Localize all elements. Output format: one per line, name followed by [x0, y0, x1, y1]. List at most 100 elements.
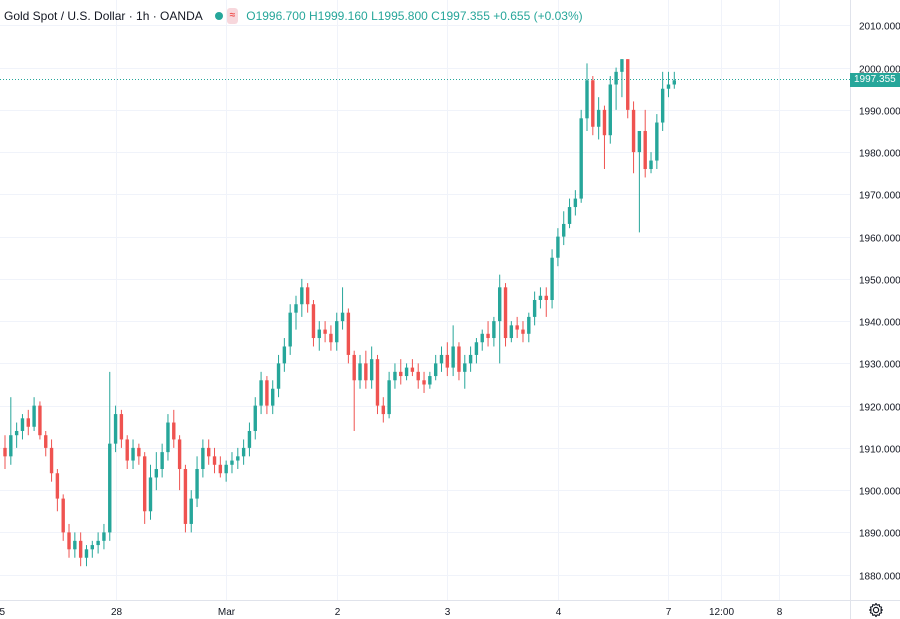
- candle-body: [352, 354, 356, 381]
- candle: [649, 152, 653, 174]
- price-tick-label: 1890.000: [859, 529, 900, 540]
- candle-body: [276, 363, 281, 389]
- candle-body: [416, 371, 420, 381]
- candle: [55, 469, 60, 512]
- candle: [521, 321, 525, 343]
- candle-body: [61, 498, 65, 533]
- candle: [486, 321, 490, 347]
- candle: [102, 523, 106, 550]
- candle-body: [230, 460, 234, 465]
- candle: [626, 59, 630, 119]
- candle-body: [137, 447, 141, 457]
- candle: [445, 342, 450, 377]
- open-key: O: [246, 9, 256, 23]
- candle: [498, 274, 502, 364]
- candle-body: [311, 304, 316, 339]
- candle-body: [515, 325, 519, 330]
- candle-body: [375, 359, 380, 406]
- price-tick-label: 1910.000: [859, 445, 900, 456]
- candle-body: [177, 439, 182, 470]
- grid-lines: [0, 0, 850, 600]
- candle-body: [9, 435, 13, 457]
- candle-body: [78, 540, 83, 558]
- candle-body: [550, 257, 554, 300]
- candle-body: [672, 80, 676, 85]
- candle-body: [90, 545, 94, 550]
- candle: [189, 490, 193, 533]
- price-tick-label: 1900.000: [859, 487, 900, 498]
- candle-body: [329, 333, 333, 343]
- candle-body: [340, 312, 345, 322]
- market-open-dot-icon: [214, 12, 223, 20]
- candle-body: [591, 80, 595, 127]
- price-tick-label: 2010.000: [859, 22, 900, 33]
- price-tick-label: 1940.000: [859, 318, 900, 329]
- candle: [538, 287, 543, 309]
- candle-body: [474, 342, 479, 355]
- candle-body: [160, 452, 164, 470]
- candle: [480, 329, 484, 351]
- candle-body: [596, 109, 601, 127]
- time-axis[interactable]: 25 28 Mar 2 3 4 7 12:00 8: [0, 607, 783, 618]
- candle-body: [38, 405, 42, 436]
- ohlc-values: O1996.700 H1999.160 L1995.800 C1997.355 …: [246, 9, 582, 23]
- change-value: +0.655 (+0.03%): [493, 9, 583, 23]
- high-value: 1999.160: [317, 9, 368, 23]
- candle: [416, 363, 420, 389]
- candle-body: [49, 447, 54, 474]
- high-key: H: [308, 9, 318, 23]
- candle: [230, 452, 234, 474]
- candle: [335, 312, 339, 351]
- symbol-title[interactable]: Gold Spot / U.S. Dollar · 1h · OANDA: [4, 9, 203, 23]
- candle: [224, 460, 228, 482]
- candle: [177, 435, 182, 491]
- candle: [61, 494, 65, 541]
- candle-body: [480, 333, 484, 343]
- candle-body: [620, 59, 624, 72]
- candle: [532, 291, 537, 326]
- candle: [439, 346, 444, 372]
- candle-body: [224, 464, 228, 474]
- candle-body: [3, 447, 7, 457]
- candle-body: [445, 354, 450, 368]
- candle: [585, 63, 589, 131]
- candle-body: [253, 405, 257, 431]
- candle: [515, 316, 519, 339]
- candle-body: [666, 84, 671, 89]
- candle-body: [573, 198, 578, 208]
- candle: [364, 350, 368, 389]
- candle-body: [631, 109, 636, 153]
- candle-body: [602, 109, 607, 136]
- candle-body: [608, 84, 612, 136]
- candle: [393, 363, 397, 389]
- candle-body: [399, 371, 403, 377]
- candle: [643, 109, 647, 178]
- candle: [38, 401, 42, 440]
- candle-body: [73, 540, 77, 550]
- price-tick-label: 2000.000: [859, 65, 900, 76]
- gear-icon[interactable]: [868, 602, 884, 618]
- candle: [119, 409, 124, 448]
- candle-body: [509, 325, 514, 339]
- candle: [637, 130, 642, 233]
- candle: [410, 359, 415, 377]
- candle: [562, 211, 566, 246]
- candle: [451, 325, 455, 377]
- candle: [591, 76, 595, 136]
- market-status[interactable]: ≈: [211, 8, 239, 24]
- candle-body: [567, 207, 572, 224]
- candle: [428, 371, 432, 389]
- time-tick-label: 7: [666, 607, 672, 618]
- candle: [183, 464, 188, 533]
- candle: [253, 397, 257, 440]
- candle: [207, 439, 211, 465]
- price-axis[interactable]: 2010.000 2000.000 1990.000 1980.000 1970.000…: [859, 22, 900, 583]
- candle-body: [212, 456, 217, 465]
- candle: [573, 190, 578, 216]
- candle-body: [527, 316, 531, 334]
- candle-body: [154, 469, 159, 478]
- candle-body: [201, 447, 205, 470]
- candle-body: [503, 287, 508, 339]
